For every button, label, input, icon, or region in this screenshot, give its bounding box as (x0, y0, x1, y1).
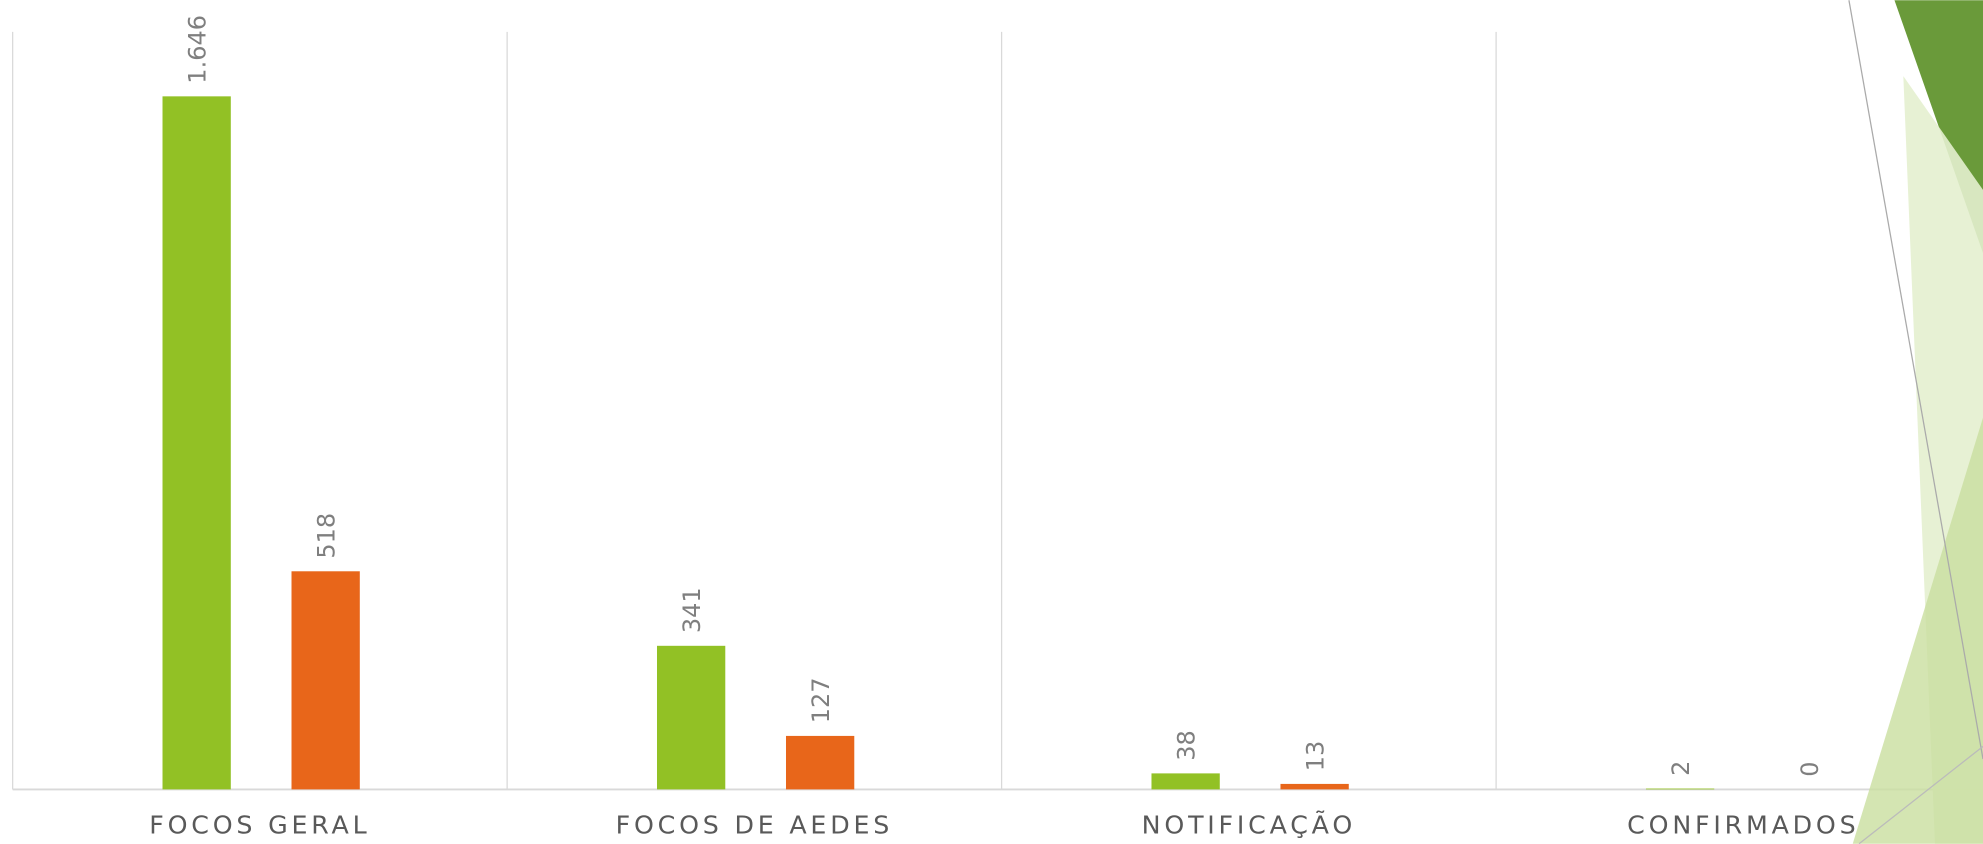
x-tick-label: NOTIFICAÇÃO (1142, 810, 1356, 840)
bar (162, 96, 231, 790)
value-label: 38 (1172, 730, 1200, 761)
x-tick-label: FOCOS GERAL (149, 811, 370, 840)
value-label: 13 (1301, 741, 1329, 772)
decoration (1848, 0, 1983, 844)
value-label: 1.646 (184, 15, 212, 84)
bar (291, 571, 360, 790)
value-label: 341 (678, 587, 706, 633)
bar (656, 645, 726, 790)
bar (1645, 788, 1715, 790)
x-tick-label: CONFIRMADOS (1627, 811, 1859, 840)
value-label: 2 (1667, 761, 1695, 776)
bar (1280, 783, 1349, 790)
value-label: 0 (1796, 761, 1824, 776)
bar (1151, 773, 1220, 790)
value-label: 127 (807, 677, 835, 723)
value-label: 518 (313, 513, 341, 559)
bar (785, 735, 855, 790)
x-tick-label: FOCOS DE AEDES (616, 811, 893, 840)
